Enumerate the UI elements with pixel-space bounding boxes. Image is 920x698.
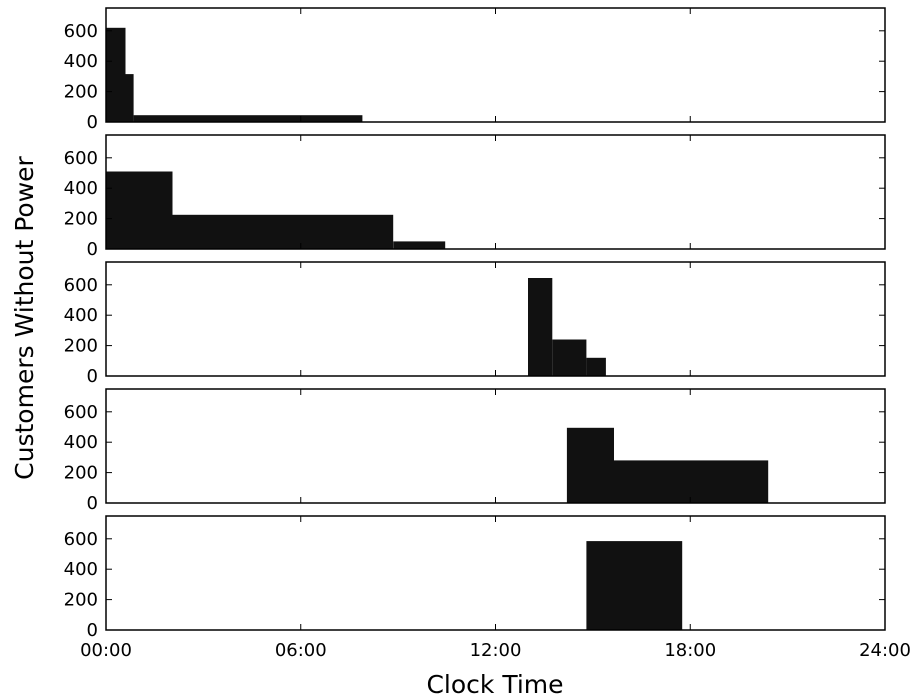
y-axis-title: Customers Without Power: [10, 155, 39, 479]
bar-panel4-step2: [614, 460, 769, 503]
panel-4: 0 200 400 600: [64, 388, 886, 514]
x-tick-labels: 00:00 06:00 12:00 18:00 24:00: [80, 640, 911, 661]
x-tick-label: 12:00: [470, 640, 522, 661]
bar-panel5-step1: [586, 541, 683, 630]
x-tick-label: 24:00: [859, 640, 911, 661]
y-tick-label: 600: [64, 148, 98, 169]
y-tick-label: 400: [64, 305, 98, 326]
bar-panel2-step2: [172, 214, 394, 249]
bar-panel1-step3: [133, 115, 363, 122]
y-tick-label: 200: [64, 590, 98, 611]
bar-panel2-step1: [106, 171, 173, 249]
panel-frame: [105, 261, 886, 377]
y-tick-label: 200: [64, 463, 98, 484]
panel-frame: [105, 7, 886, 123]
y-tick-label: 200: [64, 82, 98, 103]
y-tick-label: 200: [64, 336, 98, 357]
bar-panel2-step3: [393, 241, 446, 249]
panel-frame: [105, 515, 886, 631]
y-tick-label: 400: [64, 178, 98, 199]
panel-5: 0 200 400 600: [64, 515, 886, 641]
x-tick-label: 18:00: [664, 640, 716, 661]
x-axis-title: Clock Time: [426, 670, 563, 698]
y-tick-label: 400: [64, 51, 98, 72]
y-tick-label: 400: [64, 432, 98, 453]
y-tick-label: 400: [64, 559, 98, 580]
x-tick-label: 00:00: [80, 640, 132, 661]
y-tick-label: 600: [64, 21, 98, 42]
bar-panel1-step1: [106, 27, 126, 122]
bar-panel4-step1: [566, 427, 614, 503]
y-tick-label: 200: [64, 209, 98, 230]
bar-panel3-step2: [552, 339, 587, 376]
bar-panel1-step2: [125, 74, 134, 122]
y-tick-label: 0: [87, 239, 98, 260]
bar-panel3-step1: [528, 278, 553, 376]
chart-panels: 0 200 400 600 0 200 400 600 0 200 400 600 0 200 400 600…: [64, 7, 886, 641]
panel-1: 0 200 400 600: [64, 7, 886, 133]
y-tick-label: 600: [64, 402, 98, 423]
y-tick-label: 0: [87, 112, 98, 133]
y-tick-label: 600: [64, 529, 98, 550]
y-tick-label: 0: [87, 366, 98, 387]
y-tick-label: 0: [87, 620, 98, 641]
y-tick-label: 600: [64, 275, 98, 296]
x-tick-label: 06:00: [275, 640, 327, 661]
bar-panel3-step3: [586, 357, 606, 376]
panel-2: 0 200 400 600: [64, 134, 886, 260]
panel-3: 0 200 400 600: [64, 261, 886, 387]
y-tick-label: 0: [87, 493, 98, 514]
